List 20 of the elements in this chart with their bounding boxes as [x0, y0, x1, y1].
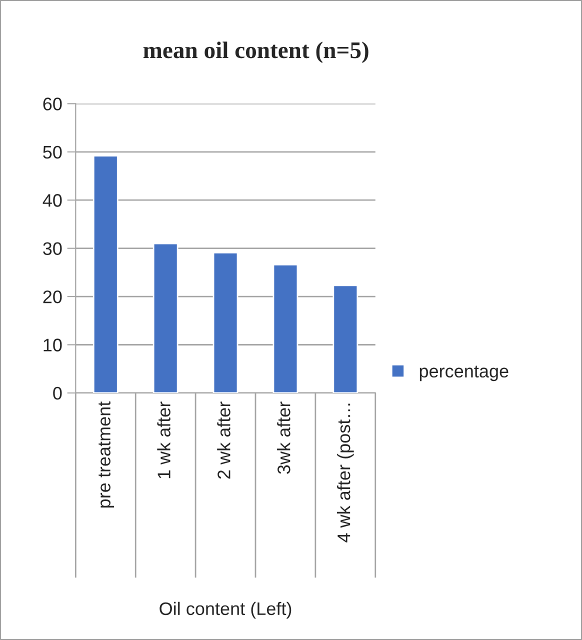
x-tick-label: pre treatment — [98, 401, 114, 508]
y-tick-label: 50 — [43, 146, 62, 159]
y-tick-label: 30 — [43, 242, 62, 256]
chart-title: mean oil content (n=5) — [143, 42, 368, 64]
bar — [272, 264, 298, 393]
bar — [212, 252, 238, 393]
legend-label: percentage — [420, 366, 508, 382]
y-tick-label: 0 — [53, 386, 62, 400]
y-tick-label: 10 — [44, 338, 62, 352]
bar — [92, 155, 118, 393]
bar — [152, 242, 178, 393]
y-tick-label: 40 — [42, 194, 62, 207]
y-tick-label: 20 — [43, 290, 62, 304]
x-tick-label: 4 wk after (post… — [337, 404, 354, 542]
x-tick-label: 2 wk after — [217, 402, 230, 479]
bar — [332, 284, 358, 393]
y-tick-label: 60 — [43, 98, 62, 110]
x-axis-title: Oil content (Left) — [160, 602, 292, 619]
x-tick-label: 3wk after — [277, 402, 290, 474]
x-tick-label: 1 wk after — [157, 402, 170, 478]
